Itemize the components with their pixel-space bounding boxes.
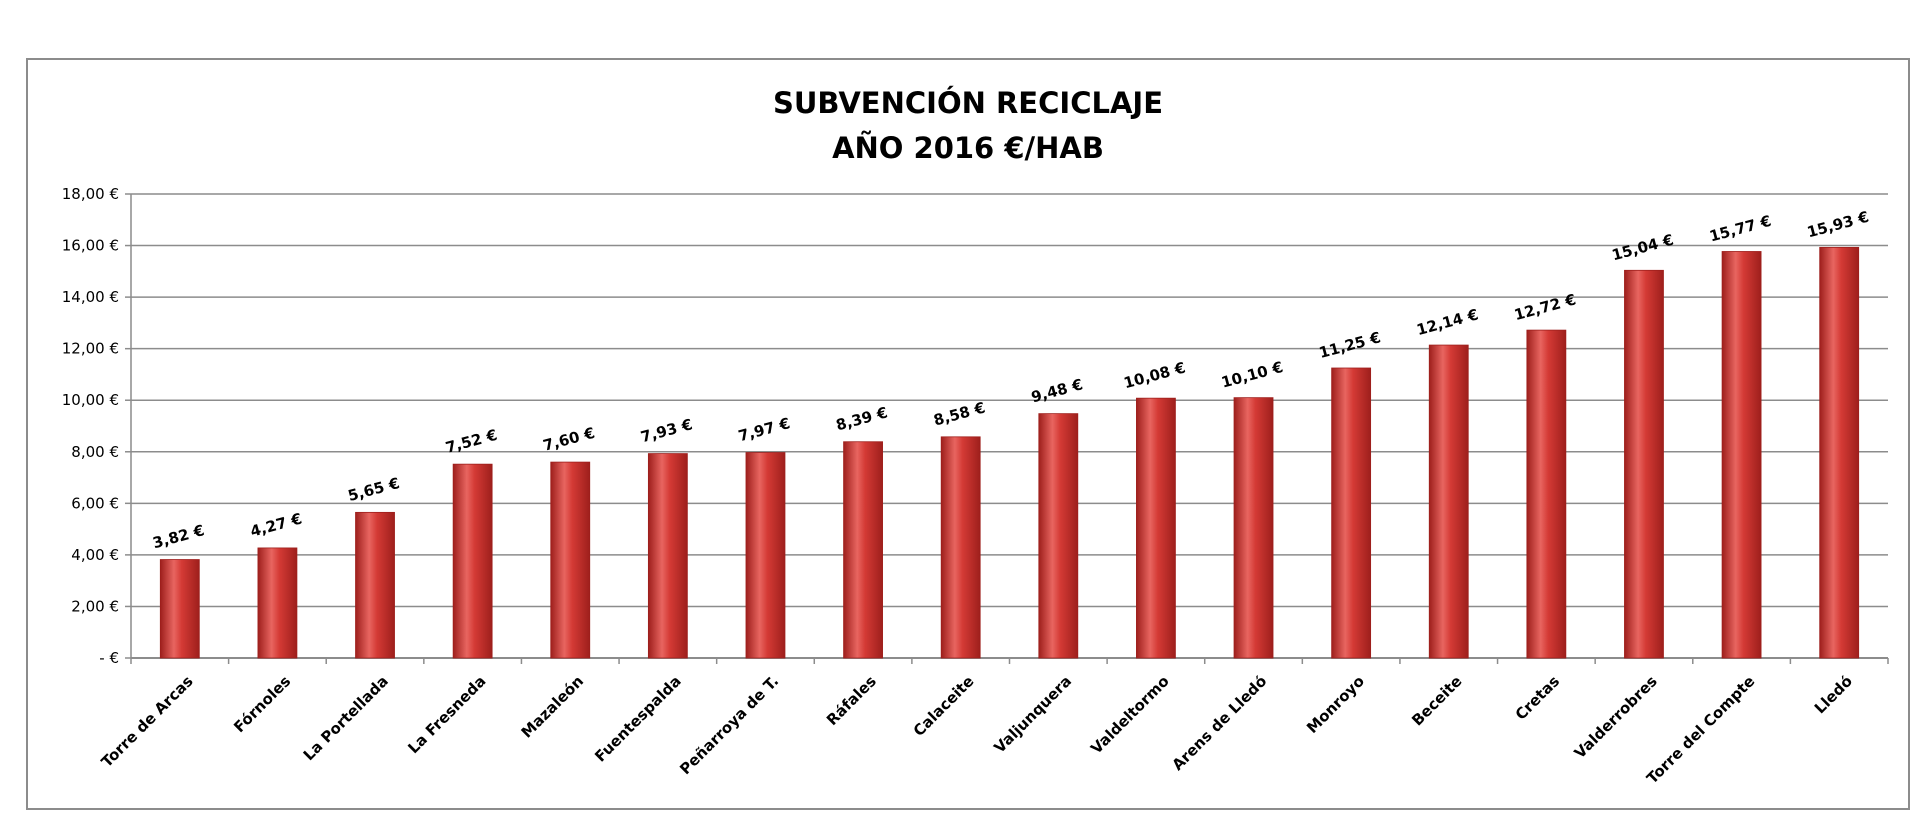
- category-label: La Portellada: [300, 672, 392, 764]
- data-label: 15,04 €: [1610, 231, 1676, 265]
- y-tick-label: 2,00 €: [71, 597, 119, 615]
- bar: [550, 461, 591, 659]
- category-label: Torre del Compte: [1643, 672, 1758, 787]
- data-label: 10,10 €: [1219, 358, 1285, 392]
- chart-title-line-1: SUBVENCIÓN RECICLAJE: [773, 86, 1163, 120]
- data-label: 5,65 €: [346, 474, 402, 505]
- data-label: 7,60 €: [541, 424, 597, 455]
- gridlines: [125, 193, 1889, 664]
- category-label: Valderrobres: [1571, 672, 1661, 762]
- category-label: Valjunquera: [991, 672, 1076, 757]
- category-label: Mazaleón: [518, 672, 587, 741]
- category-label: Arens de Lledó: [1168, 672, 1270, 774]
- bars: [159, 246, 1860, 659]
- bar: [159, 559, 200, 659]
- bar: [1136, 397, 1176, 659]
- data-label: 12,14 €: [1415, 305, 1481, 339]
- bar: [1331, 367, 1372, 659]
- y-tick-label: 10,00 €: [62, 391, 119, 409]
- y-tick-label: 8,00 €: [71, 443, 119, 461]
- data-label: 8,39 €: [834, 403, 890, 434]
- y-tick-label: 14,00 €: [62, 288, 119, 306]
- category-label: Calaceite: [910, 672, 978, 740]
- data-label: 9,48 €: [1029, 375, 1085, 406]
- data-label: 8,58 €: [932, 398, 988, 429]
- data-label: 7,93 €: [639, 415, 695, 446]
- category-label: Peñarroya de T.: [676, 672, 782, 778]
- data-label: 11,25 €: [1317, 328, 1383, 362]
- y-tick-label: 6,00 €: [71, 494, 119, 512]
- bar: [257, 547, 298, 659]
- category-label: Ráfales: [823, 672, 880, 729]
- y-tick-label: 12,00 €: [62, 340, 119, 358]
- bar-chart: SUBVENCIÓN RECICLAJE AÑO 2016 €/HAB - € 2…: [62, 86, 1889, 787]
- chart-title-line-2: AÑO 2016 €/HAB: [832, 131, 1104, 165]
- data-label: 4,27 €: [248, 510, 304, 541]
- bar: [355, 511, 395, 659]
- category-label: Beceite: [1408, 672, 1465, 729]
- y-axis-tick-labels: - € 2,00 € 4,00 € 6,00 € 8,00 € 10,00 € 12,00 …: [62, 185, 119, 667]
- data-label: 15,93 €: [1805, 208, 1871, 242]
- bar: [940, 436, 981, 659]
- category-label: Monroyo: [1303, 672, 1368, 737]
- bar: [1624, 269, 1664, 659]
- bar: [1038, 413, 1079, 659]
- data-label: 3,82 €: [151, 521, 207, 552]
- data-label: 12,72 €: [1512, 290, 1578, 324]
- chart-frame: SUBVENCIÓN RECICLAJE AÑO 2016 €/HAB - € 2…: [26, 58, 1910, 810]
- category-label: La Fresneda: [404, 672, 489, 757]
- bar: [1526, 329, 1567, 659]
- bar: [1233, 397, 1274, 659]
- data-label: 7,97 €: [736, 414, 792, 445]
- x-axis-category-labels: Torre de Arcas Fórnoles La Portellada La Fr…: [98, 672, 1856, 787]
- bar: [452, 463, 493, 659]
- category-label: Fuentespalda: [591, 672, 684, 765]
- category-label: Cretas: [1512, 672, 1564, 724]
- data-label: 15,77 €: [1707, 212, 1773, 246]
- category-label: Fórnoles: [230, 672, 294, 736]
- bar: [1721, 251, 1762, 659]
- data-labels: 3,82 €4,27 €5,65 €7,52 €7,60 €7,93 €7,97…: [151, 208, 1871, 553]
- category-label: Torre de Arcas: [98, 672, 197, 771]
- category-label: Valdeltormo: [1087, 672, 1173, 758]
- y-tick-label: 18,00 €: [62, 185, 119, 203]
- bar: [647, 453, 688, 659]
- category-label: Lledó: [1811, 672, 1856, 717]
- y-tick-label: 4,00 €: [71, 546, 119, 564]
- data-label: 10,08 €: [1122, 358, 1188, 392]
- bar: [1428, 344, 1469, 659]
- bar: [1819, 246, 1860, 659]
- y-tick-label: - €: [99, 649, 119, 667]
- y-tick-label: 16,00 €: [62, 237, 119, 255]
- bar: [745, 452, 786, 659]
- bar: [843, 441, 883, 659]
